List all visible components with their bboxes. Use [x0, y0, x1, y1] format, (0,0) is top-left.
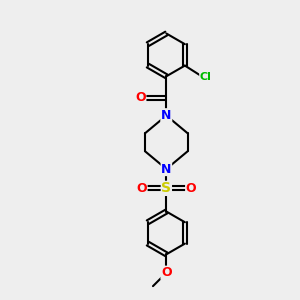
Text: O: O — [136, 182, 147, 195]
Text: N: N — [161, 109, 172, 122]
Text: O: O — [161, 266, 172, 279]
Text: S: S — [161, 181, 171, 195]
Text: N: N — [161, 109, 172, 122]
Text: O: O — [186, 182, 196, 195]
Text: Cl: Cl — [200, 73, 212, 82]
Text: N: N — [161, 163, 172, 176]
Text: O: O — [135, 91, 146, 104]
